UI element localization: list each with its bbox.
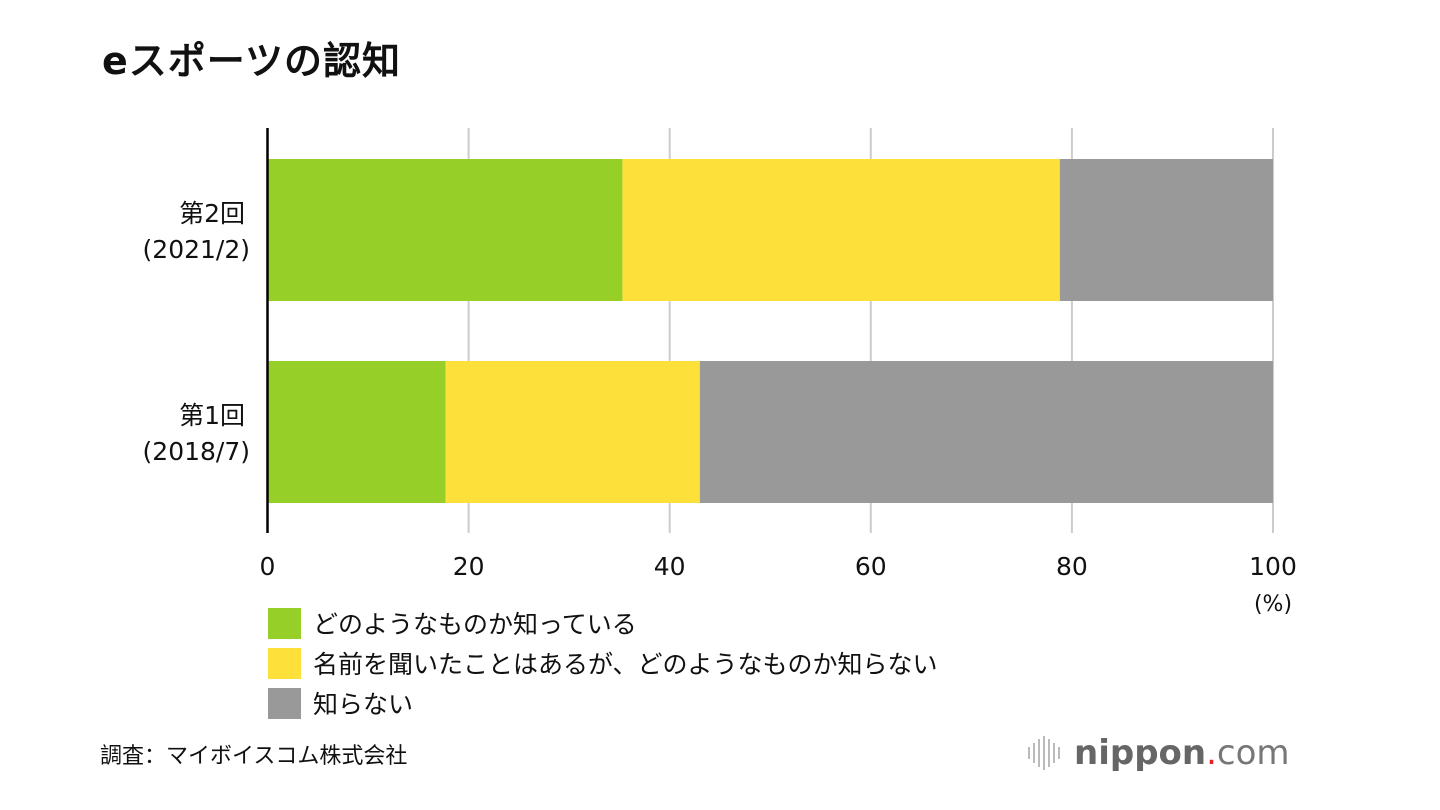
category-label: 第1回 — [179, 401, 245, 430]
legend-swatch — [268, 647, 301, 679]
bar-segment — [445, 361, 700, 503]
x-tick-label: 20 — [453, 552, 485, 581]
legend-swatch — [268, 607, 301, 639]
bar-segment — [267, 159, 623, 301]
legend-label: 名前を聞いたことはあるが、どのようなものか知らない — [313, 650, 938, 679]
x-tick-label: 60 — [855, 552, 887, 581]
bar-segment — [699, 361, 1273, 503]
sound-wave-icon — [1028, 736, 1060, 770]
x-tick-label: 0 — [260, 552, 276, 581]
legend-item-heard: 名前を聞いたことはあるが、どのようなものか知らない — [268, 643, 938, 683]
legend-swatch — [268, 687, 301, 719]
category-sublabel: (2018/7) — [143, 437, 250, 466]
x-unit-label: (%) — [1254, 592, 1292, 617]
legend-item-unknown: 知らない — [268, 683, 938, 723]
bar-segment — [1059, 159, 1273, 301]
bar-segment — [267, 361, 446, 503]
category-sublabel: (2021/2) — [143, 235, 250, 264]
legend-label: 知らない — [313, 690, 414, 719]
chart-title: eスポーツの認知 — [102, 39, 402, 83]
legend-label: どのようなものか知っている — [313, 610, 637, 639]
category-label: 第2回 — [179, 199, 245, 228]
source-note: 調査：マイボイスコム株式会社 — [100, 744, 408, 769]
x-tick-label: 40 — [654, 552, 686, 581]
bar-segment — [622, 159, 1060, 301]
legend-item-know: どのようなものか知っている — [268, 603, 938, 643]
nippon-logo: nippon. com — [1028, 733, 1290, 773]
legend: どのようなものか知っている 名前を聞いたことはあるが、どのようなものか知らない … — [268, 603, 938, 723]
x-tick-label: 100 — [1249, 552, 1297, 581]
x-tick-label: 80 — [1056, 552, 1088, 581]
